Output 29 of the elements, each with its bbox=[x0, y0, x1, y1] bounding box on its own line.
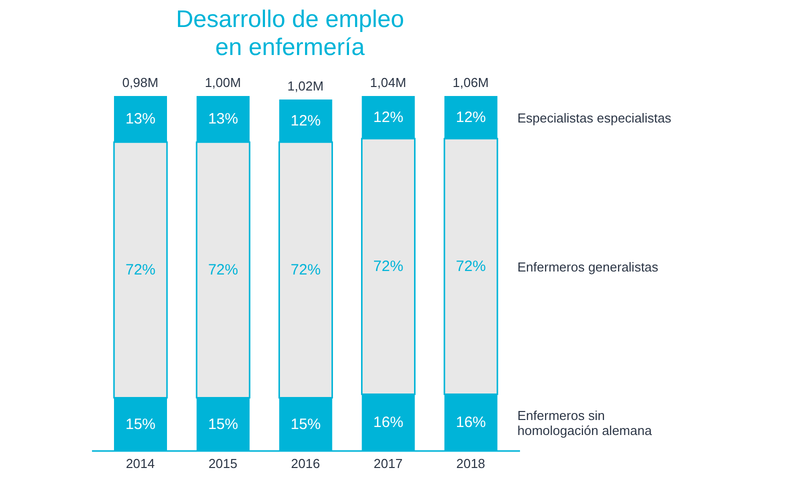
data-label: 13% bbox=[125, 110, 156, 128]
series-label: Enfermeros sin homologación alemana bbox=[517, 408, 653, 438]
data-label: 12% bbox=[373, 108, 404, 126]
annotation: 1,06M bbox=[452, 75, 489, 90]
data-label: 72% bbox=[373, 258, 404, 275]
x-tick-label: 2018 bbox=[456, 456, 486, 472]
x-tick-label: 2016 bbox=[291, 456, 320, 472]
x-tick-label: 2017 bbox=[374, 456, 403, 472]
data-label: 72% bbox=[208, 261, 238, 278]
annotation: 0,98M bbox=[122, 75, 158, 90]
data-label: 72% bbox=[125, 261, 156, 278]
data-label: 13% bbox=[208, 110, 238, 128]
data-label: 15% bbox=[125, 416, 156, 433]
data-label: 15% bbox=[290, 416, 321, 433]
annotation: 1,00M bbox=[204, 75, 241, 90]
series-label: Especialistas especialistas bbox=[517, 110, 672, 125]
x-tick-label: 2014 bbox=[126, 456, 155, 472]
series-label: Enfermeros generalistas bbox=[517, 258, 659, 274]
data-label: 16% bbox=[373, 414, 404, 432]
annotation: 1,04M bbox=[370, 75, 406, 90]
annotation: 1,02M bbox=[287, 78, 324, 94]
chart-title: Desarrollo de empleo en enfermería bbox=[174, 6, 406, 62]
data-label: 16% bbox=[456, 414, 486, 432]
data-label: 12% bbox=[290, 112, 321, 130]
data-label: 72% bbox=[456, 258, 486, 275]
data-label: 12% bbox=[456, 108, 486, 126]
data-label: 15% bbox=[208, 416, 238, 433]
data-label: 72% bbox=[290, 261, 321, 278]
x-tick-label: 2015 bbox=[208, 456, 238, 472]
